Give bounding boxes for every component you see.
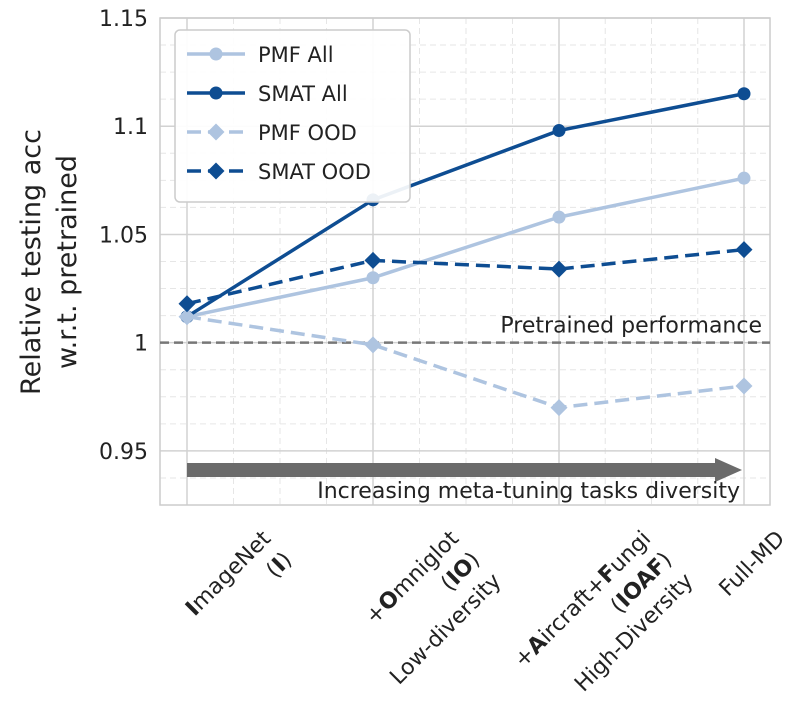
y-tick-label: 1.15 bbox=[99, 7, 148, 32]
diversity-arrow-group: Increasing meta-tuning tasks diversity bbox=[187, 458, 742, 504]
x-tick-label: ImageNet(I) bbox=[181, 526, 297, 621]
legend-marker bbox=[209, 47, 223, 61]
data-point bbox=[178, 295, 196, 313]
data-point bbox=[178, 308, 196, 326]
series-line bbox=[186, 176, 745, 319]
data-point bbox=[366, 271, 380, 285]
series-line bbox=[186, 314, 745, 410]
x-tick-labels: ImageNet(I) +Omniglot(IO)Low-diversity +Ai… bbox=[181, 526, 789, 697]
legend-marker bbox=[207, 123, 225, 141]
data-point bbox=[364, 336, 382, 354]
legend-label: SMAT All bbox=[258, 82, 348, 106]
x-tick-label: Full-MD bbox=[715, 526, 789, 601]
data-point bbox=[550, 260, 568, 278]
y-tick-label: 1.05 bbox=[99, 223, 148, 248]
series-line bbox=[186, 247, 745, 306]
series-line bbox=[186, 92, 745, 319]
series-smat-ood bbox=[178, 241, 753, 313]
data-point bbox=[735, 377, 753, 395]
y-tick-label: 1.1 bbox=[113, 115, 148, 140]
y-tick-labels: 0.95 1 1.05 1.1 1.15 bbox=[99, 7, 148, 465]
legend-box bbox=[174, 29, 411, 203]
data-point bbox=[364, 251, 382, 269]
diversity-arrow-label: Increasing meta-tuning tasks diversity bbox=[317, 479, 740, 504]
data-point bbox=[552, 124, 566, 138]
diversity-arrow-head bbox=[715, 458, 742, 482]
data-point bbox=[550, 399, 568, 417]
x-tick-label-line: ImageNet bbox=[181, 526, 276, 621]
reference-line-label: Pretrained performance bbox=[500, 314, 762, 339]
plot-frame bbox=[159, 17, 771, 506]
legend-label: SMAT OOD bbox=[258, 160, 371, 184]
series-group bbox=[178, 87, 753, 417]
data-point bbox=[737, 87, 751, 101]
y-tick-label: 1 bbox=[134, 332, 148, 357]
reference-line-group: Pretrained performance bbox=[160, 314, 770, 344]
legend: PMF All SMAT All PMF OOD SMAT OOD bbox=[174, 29, 411, 203]
legend-marker bbox=[207, 162, 225, 180]
y-tick-label: 0.95 bbox=[99, 440, 148, 465]
legend-marker bbox=[209, 86, 223, 100]
diversity-arrow-shaft bbox=[187, 463, 715, 477]
x-tick-label: +Omniglot(IO)Low-diversity bbox=[361, 526, 507, 690]
x-tick-label-line: Full-MD bbox=[715, 526, 789, 601]
series-pmf-ood bbox=[178, 308, 753, 417]
legend-label: PMF OOD bbox=[258, 121, 357, 145]
data-point bbox=[737, 171, 751, 185]
y-axis-title-line-1: Relative testing acc bbox=[16, 129, 47, 395]
data-point bbox=[735, 241, 753, 259]
legend-label: PMF All bbox=[258, 43, 334, 67]
data-point bbox=[552, 210, 566, 224]
y-axis-title-line-2: w.r.t. pretrained bbox=[52, 155, 83, 369]
x-tick-label: +Aircraft+Fungi(IOAF)High-Diversity bbox=[510, 526, 699, 697]
